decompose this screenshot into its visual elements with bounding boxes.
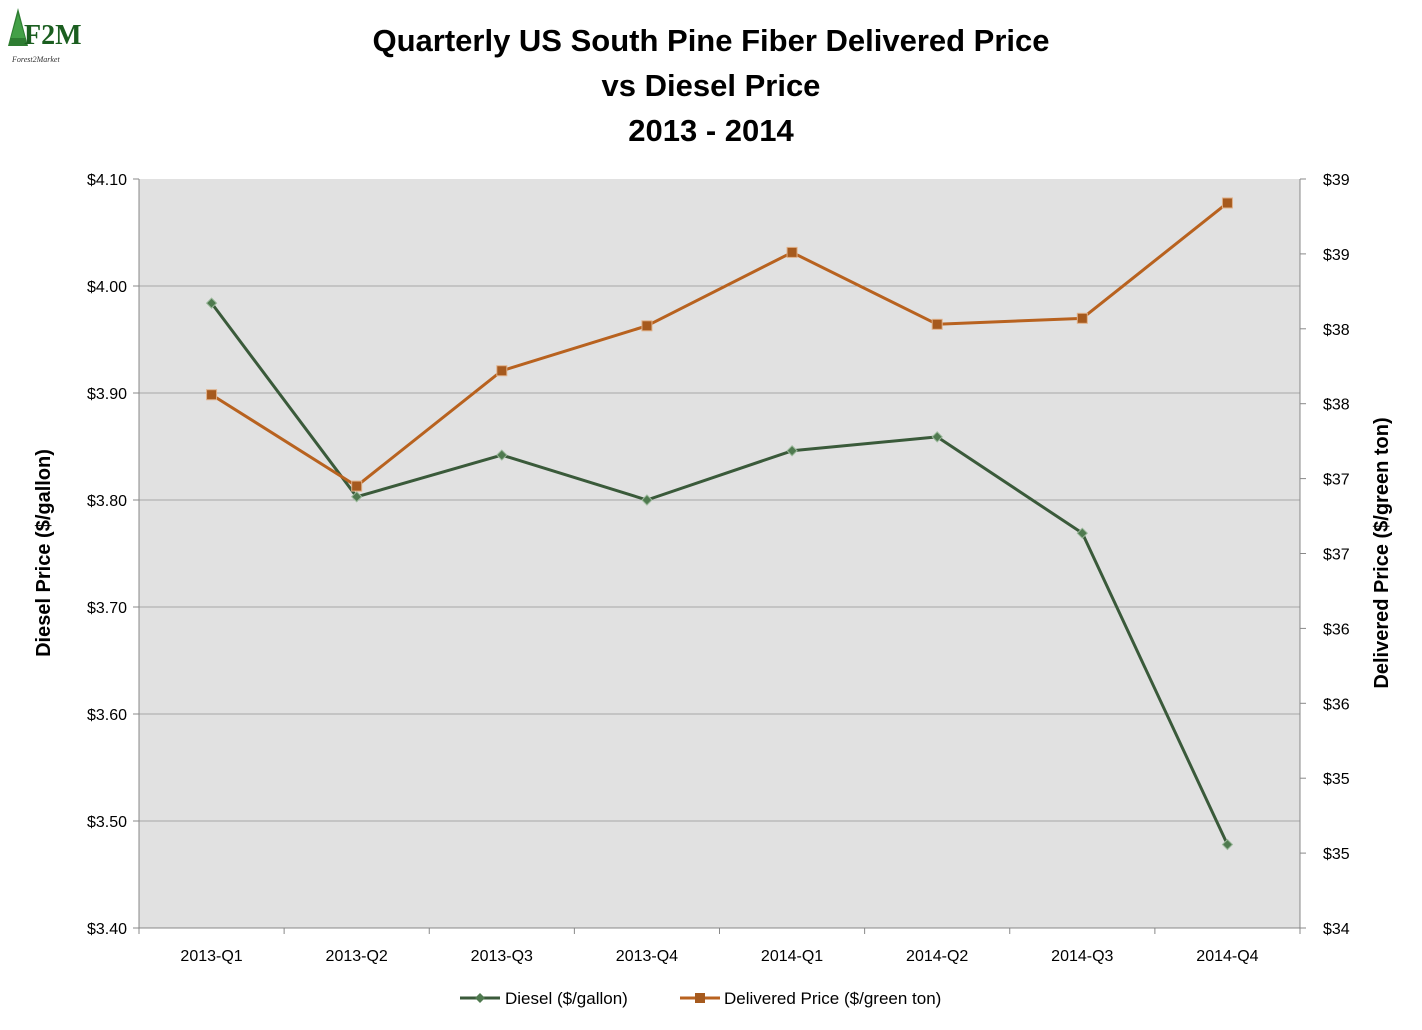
right-axis-ticks: $39 $39 $38 $38 $37 $37 $36 $36 $35 $35 $34	[1300, 172, 1350, 938]
x-tick-label: 2014-Q4	[1196, 948, 1258, 965]
left-axis-ticks: $4.10 $4.00 $3.90 $3.80 $3.70 $3.60 $3.50 $3.40	[87, 172, 139, 938]
chart-title-line-3: 2013 - 2014	[628, 113, 794, 148]
data-point-delivered	[1221, 197, 1233, 209]
data-point-diesel	[350, 491, 363, 503]
data-point-delivered	[351, 480, 363, 492]
chart-title-line-1: Quarterly US South Pine Fiber Delivered …	[372, 23, 1049, 58]
legend-label-delivered: Delivered Price ($/green ton)	[724, 989, 941, 1008]
chart-title-line-2: vs Diesel Price	[602, 68, 821, 103]
series-diesel	[205, 297, 1234, 851]
series-delivered	[206, 197, 1233, 492]
logo-mark: F2M	[24, 20, 82, 51]
y-left-tick-label: $4.00	[87, 279, 127, 296]
x-tick-label: 2013-Q2	[326, 948, 388, 965]
series-layer	[205, 197, 1234, 851]
x-axis-ticks: 2013-Q1 2013-Q2 2013-Q3 2013-Q4 2014-Q1 2014-…	[138, 928, 1301, 965]
y-right-tick-label: $34	[1323, 921, 1350, 938]
series-line-diesel	[210, 302, 1229, 846]
data-point-diesel	[1076, 527, 1089, 539]
gridlines	[139, 285, 1300, 822]
y-left-tick-label: $3.80	[87, 493, 127, 510]
y-right-tick-label: $36	[1323, 621, 1350, 638]
y-right-tick-label: $38	[1323, 397, 1350, 414]
legend-marker-delivered	[695, 993, 705, 1003]
data-point-diesel	[931, 431, 943, 443]
y-right-tick-label: $39	[1323, 172, 1350, 189]
y-right-tick-label: $39	[1323, 247, 1350, 264]
y-right-tick-label: $35	[1323, 846, 1350, 863]
legend: Diesel ($/gallon) Delivered Price ($/gree…	[460, 989, 941, 1008]
y-axis-left-label: Diesel Price ($/gallon)	[33, 449, 55, 657]
y-right-tick-label: $36	[1323, 696, 1350, 713]
data-point-delivered	[786, 246, 798, 258]
x-tick-label: 2014-Q2	[906, 948, 968, 965]
x-tick-label: 2014-Q1	[761, 948, 823, 965]
y-right-tick-label: $38	[1323, 322, 1350, 339]
data-point-delivered	[1076, 312, 1088, 324]
legend-label-diesel: Diesel ($/gallon)	[505, 989, 628, 1008]
data-point-diesel	[641, 494, 653, 506]
y-left-tick-label: $3.40	[87, 921, 127, 938]
data-point-delivered	[206, 389, 218, 401]
y-right-tick-label: $37	[1323, 547, 1350, 564]
y-left-tick-label: $3.70	[87, 600, 127, 617]
y-right-tick-label: $37	[1323, 472, 1350, 489]
data-point-diesel	[496, 449, 508, 461]
data-point-delivered	[496, 365, 508, 377]
x-tick-label: 2014-Q3	[1051, 948, 1113, 965]
data-point-diesel	[786, 445, 798, 457]
y-axis-right-label: Delivered Price ($/green ton)	[1371, 417, 1393, 688]
data-point-diesel	[205, 297, 218, 309]
y-left-tick-label: $3.60	[87, 707, 127, 724]
data-point-diesel	[1221, 838, 1234, 851]
y-right-tick-label: $35	[1323, 771, 1350, 788]
x-tick-label: 2013-Q4	[616, 948, 678, 965]
y-left-tick-label: $3.50	[87, 814, 127, 831]
logo-caption: Forest2Market	[11, 55, 60, 64]
tree-icon-inner	[11, 14, 25, 38]
data-point-delivered	[641, 320, 653, 332]
legend-marker-diesel	[475, 993, 485, 1003]
series-line-delivered	[210, 201, 1229, 488]
y-left-tick-label: $4.10	[87, 172, 127, 189]
plot-area	[139, 179, 1300, 928]
x-tick-label: 2013-Q3	[471, 948, 533, 965]
forest2market-logo: F2M Forest2Market	[8, 8, 82, 64]
data-point-delivered	[931, 318, 943, 330]
x-tick-label: 2013-Q1	[180, 948, 242, 965]
y-left-tick-label: $3.90	[87, 386, 127, 403]
